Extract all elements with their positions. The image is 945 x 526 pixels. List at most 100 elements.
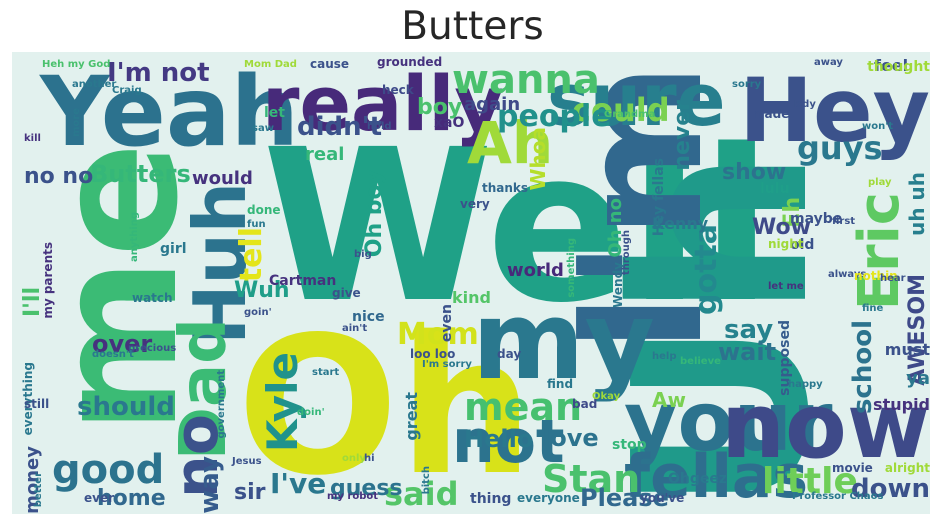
cloud-word: never (670, 100, 695, 171)
cloud-word: happy (788, 379, 823, 390)
cloud-word: nice (352, 309, 385, 325)
cloud-word: Please (580, 484, 669, 512)
cloud-word: my (472, 279, 655, 404)
cloud-word: ever (84, 491, 115, 505)
cloud-word: sir (234, 480, 266, 505)
cloud-word: anything (129, 212, 140, 262)
cloud-word: must (884, 340, 930, 359)
cloud-word: again (464, 94, 521, 115)
cloud-word: Wow (752, 215, 811, 240)
cloud-word: Oh (237, 296, 534, 514)
cloud-word: give (332, 286, 361, 300)
cloud-word: Hello (464, 425, 534, 453)
cloud-word: thought (867, 59, 930, 75)
cloud-word: goin' (244, 307, 272, 318)
cloud-word: Wuh (234, 278, 290, 303)
cloud-word: sorry (732, 79, 762, 90)
cloud-word: Hey (739, 59, 930, 162)
cloud-word: bitch (421, 466, 432, 495)
cloud-word: Eric (847, 192, 912, 311)
cloud-word: old (790, 237, 815, 253)
cloud-word: first (832, 216, 856, 227)
cloud-word: should (77, 392, 175, 422)
cloud-word: Aw (652, 388, 686, 412)
cloud-word: kill (24, 133, 41, 144)
cloud-word: great (402, 392, 421, 441)
cloud-word: down (850, 474, 930, 504)
cloud-word: gotta (689, 224, 724, 316)
cloud-word: guys (797, 129, 883, 167)
cloud-word: Stan (542, 457, 641, 501)
cloud-word: I'm not (107, 58, 210, 88)
cloud-word: Hey fellas (651, 158, 667, 237)
cloud-word: Okay (592, 391, 621, 402)
cloud-word: way (195, 456, 225, 514)
cloud-word: you've (640, 491, 685, 505)
cloud-word: fellas (624, 442, 809, 512)
cloud-word: Mom Dad (244, 59, 297, 70)
cloud-word: people (497, 99, 612, 134)
cloud-word: now (720, 374, 930, 479)
cloud-word: hold (367, 121, 392, 132)
cloud-word: Grandma (604, 109, 656, 120)
cloud-word: government (216, 370, 227, 439)
cloud-word: xaO (434, 115, 465, 131)
word-cloud-canvas: Well Uh Oh me Yeah I'm my Hey your now really sure H… (12, 52, 930, 514)
cloud-word: Butters (90, 160, 191, 188)
cloud-word: always (828, 269, 867, 280)
cloud-word: done (247, 203, 281, 217)
cloud-word: cause (310, 57, 350, 71)
cloud-word: something (566, 238, 577, 298)
cloud-word: good (52, 447, 165, 493)
cloud-word: no no (24, 164, 94, 189)
cloud-word: maybe (790, 211, 843, 227)
cloud-word: better (33, 472, 44, 508)
cloud-word: doesn't (92, 349, 134, 360)
cloud-word: another (72, 79, 117, 90)
cloud-word: your (624, 375, 833, 470)
cloud-word: day (497, 347, 522, 361)
cloud-word: ain't (342, 323, 368, 334)
cloud-word: alright (884, 461, 930, 475)
cloud-word: lulu (760, 181, 790, 197)
cloud-word: night (768, 237, 804, 251)
cloud-word: more (71, 108, 82, 138)
cloud-word: start (312, 367, 340, 378)
cloud-word: uh uh (905, 172, 929, 236)
cloud-word: movie (832, 461, 873, 475)
cloud-word: Kenny (652, 214, 709, 233)
cloud-word: through (621, 230, 632, 276)
cloud-word: said (384, 475, 459, 513)
cloud-word: over (92, 330, 153, 358)
cloud-word: big (354, 249, 372, 260)
cloud-word: thing (470, 491, 512, 507)
cloud-word: play (868, 177, 892, 188)
cloud-word: very (460, 197, 490, 211)
cloud-word: Craig (112, 85, 142, 96)
cloud-word: didn't (297, 112, 383, 142)
cloud-word: I've (270, 467, 327, 500)
cloud-word: won't (862, 121, 894, 132)
cloud-word: not (452, 407, 565, 477)
cloud-word: guess (330, 476, 403, 501)
cloud-word: little (762, 461, 858, 502)
cloud-word: feel (874, 56, 909, 75)
cloud-word: let me (768, 281, 804, 292)
cloud-word: real (305, 144, 345, 165)
cloud-word: help (652, 351, 677, 362)
cloud-word: sure (547, 58, 726, 142)
cloud-word: world (507, 260, 564, 281)
cloud-word: made (752, 107, 790, 121)
cloud-word: Jesus (232, 456, 262, 467)
cloud-word: Cartman (269, 273, 337, 289)
cloud-word: doin' (297, 407, 325, 418)
cloud-word: only (342, 453, 366, 464)
cloud-word: bad (572, 397, 598, 411)
cloud-word: stop (612, 437, 647, 453)
cloud-word: let (264, 105, 285, 121)
cloud-word: find (547, 377, 574, 391)
cloud-word: wanna (452, 57, 600, 103)
cloud-word: Whoa (526, 127, 550, 191)
cloud-word: show (722, 160, 787, 185)
